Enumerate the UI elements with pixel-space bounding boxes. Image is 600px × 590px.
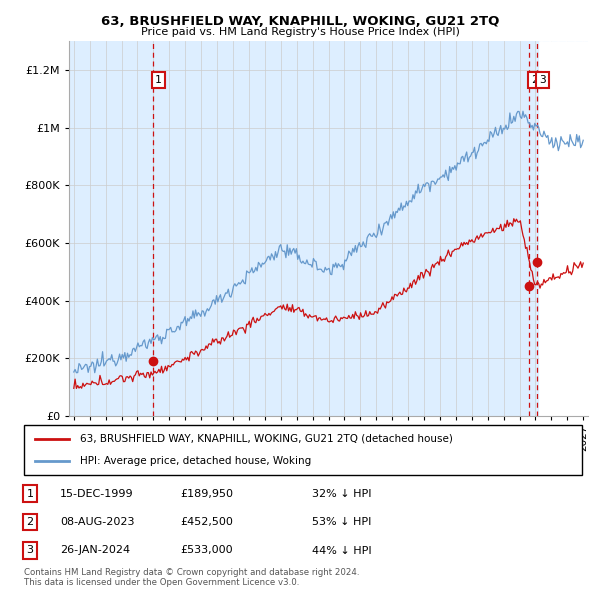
Text: £452,500: £452,500 bbox=[180, 517, 233, 527]
Text: 2: 2 bbox=[26, 517, 34, 527]
Text: HPI: Average price, detached house, Woking: HPI: Average price, detached house, Woki… bbox=[80, 456, 311, 466]
Text: 63, BRUSHFIELD WAY, KNAPHILL, WOKING, GU21 2TQ: 63, BRUSHFIELD WAY, KNAPHILL, WOKING, GU… bbox=[101, 15, 499, 28]
Text: 15-DEC-1999: 15-DEC-1999 bbox=[60, 489, 134, 499]
Text: Contains HM Land Registry data © Crown copyright and database right 2024.: Contains HM Land Registry data © Crown c… bbox=[24, 568, 359, 577]
Text: 44% ↓ HPI: 44% ↓ HPI bbox=[312, 546, 371, 555]
Bar bbox=[539, 41, 600, 416]
FancyBboxPatch shape bbox=[24, 425, 582, 475]
Text: 1: 1 bbox=[26, 489, 34, 499]
Text: £189,950: £189,950 bbox=[180, 489, 233, 499]
Text: This data is licensed under the Open Government Licence v3.0.: This data is licensed under the Open Gov… bbox=[24, 578, 299, 587]
Bar bbox=[53, 41, 539, 416]
Text: £533,000: £533,000 bbox=[180, 546, 233, 555]
Text: 26-JAN-2024: 26-JAN-2024 bbox=[60, 546, 130, 555]
Text: 3: 3 bbox=[26, 546, 34, 555]
Text: 1: 1 bbox=[155, 75, 162, 85]
Text: 2: 2 bbox=[531, 75, 538, 85]
Text: 32% ↓ HPI: 32% ↓ HPI bbox=[312, 489, 371, 499]
Text: 08-AUG-2023: 08-AUG-2023 bbox=[60, 517, 134, 527]
Text: 63, BRUSHFIELD WAY, KNAPHILL, WOKING, GU21 2TQ (detached house): 63, BRUSHFIELD WAY, KNAPHILL, WOKING, GU… bbox=[80, 434, 452, 444]
Text: Price paid vs. HM Land Registry's House Price Index (HPI): Price paid vs. HM Land Registry's House … bbox=[140, 27, 460, 37]
Text: 53% ↓ HPI: 53% ↓ HPI bbox=[312, 517, 371, 527]
Text: 3: 3 bbox=[539, 75, 546, 85]
